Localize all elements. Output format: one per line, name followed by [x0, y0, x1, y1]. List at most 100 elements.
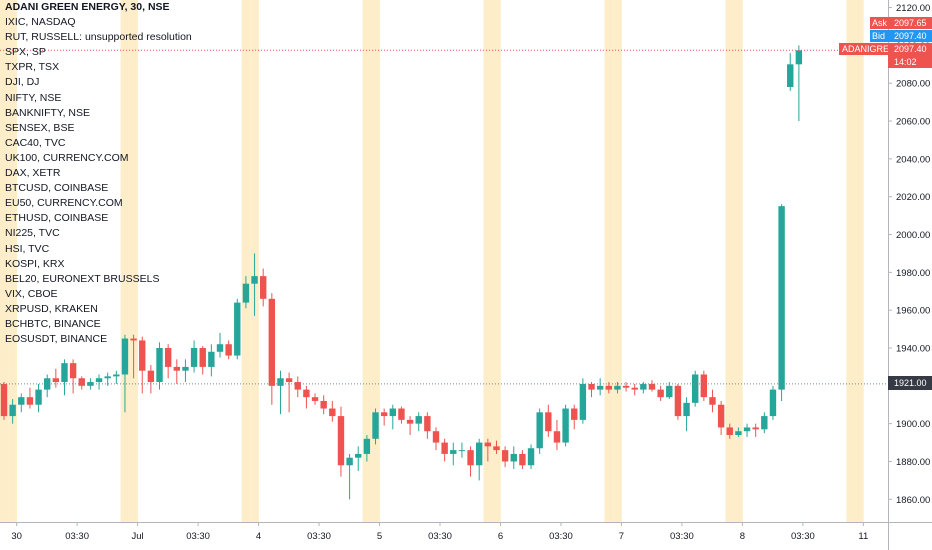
candle-body — [640, 383, 647, 390]
legend-item[interactable]: ETHUSD, COINBASE — [5, 212, 109, 225]
candle-down — [709, 389, 716, 413]
candle-body — [121, 338, 129, 375]
candle-body — [164, 348, 172, 367]
candle-up — [510, 446, 517, 470]
candle-down — [398, 406, 405, 424]
candle-up — [156, 342, 163, 390]
legend-item[interactable]: DJI, DJ — [5, 76, 40, 89]
candle-down — [622, 382, 630, 392]
candle-up — [44, 374, 51, 398]
candle-body — [510, 453, 517, 462]
candle-body — [355, 453, 362, 458]
x-tick-label: 03:30 — [307, 531, 331, 542]
candle-body — [787, 64, 794, 87]
candle-up — [346, 453, 353, 500]
candle-up — [61, 359, 68, 396]
candle-up — [242, 276, 250, 309]
legend-item[interactable]: NI225, TVC — [5, 227, 60, 240]
candle-up — [596, 378, 604, 396]
x-tick-label: 6 — [498, 531, 503, 542]
x-tick-label: 03:30 — [549, 531, 573, 542]
candle-body — [35, 389, 42, 405]
candle-up — [372, 408, 379, 445]
crosshair-price-label: 1921.00 — [888, 376, 932, 390]
candle-body — [216, 344, 224, 352]
legend-item[interactable]: SPX, SP — [5, 46, 46, 59]
candle-body — [752, 427, 759, 430]
candle-up — [35, 383, 42, 413]
candle-down — [545, 404, 552, 437]
legend-item[interactable]: IXIC, NASDAQ — [5, 16, 76, 29]
candle-body — [329, 408, 336, 417]
candle-body — [683, 402, 690, 417]
x-tick-label: 03:30 — [670, 531, 694, 542]
candle-up — [18, 393, 25, 413]
candle-body — [337, 416, 345, 466]
candle-down — [26, 387, 34, 409]
candle-body — [562, 408, 569, 443]
legend-item[interactable]: SENSEX, BSE — [5, 121, 75, 134]
candle-down — [320, 395, 327, 415]
candle-down — [432, 427, 440, 451]
candle-down — [303, 385, 310, 409]
candle-body — [709, 397, 716, 405]
candle-down — [69, 359, 77, 394]
x-tick-label: 11 — [858, 531, 868, 542]
candle-down — [225, 340, 232, 360]
candle-up — [787, 52, 794, 91]
legend-item[interactable]: UK100, CURRENCY.COM — [5, 151, 129, 164]
y-tick-label: 2040.00 — [896, 154, 930, 165]
legend-item[interactable]: XRPUSD, KRAKEN — [5, 302, 98, 315]
legend-item[interactable]: CAC40, TVC — [5, 136, 66, 149]
candle-down — [605, 382, 612, 394]
legend-item[interactable]: EU50, CURRENCY.COM — [5, 197, 123, 210]
candle-body — [735, 431, 742, 435]
candle-up — [795, 45, 803, 122]
candle-body — [666, 385, 673, 398]
candle-up — [536, 408, 543, 454]
candle-down — [147, 365, 155, 394]
legend-item[interactable]: BEL20, EURONEXT BRUSSELS — [5, 272, 160, 285]
session-band — [725, 0, 735, 522]
candle-down — [130, 334, 137, 379]
candle-body — [113, 374, 120, 377]
candle-down — [164, 344, 172, 379]
candle-down — [467, 446, 474, 477]
candle-body — [743, 427, 751, 432]
legend-item[interactable]: RUT, RUSSELL: unsupported resolution — [5, 31, 192, 44]
candle-down — [139, 336, 146, 394]
candle-body — [424, 416, 431, 432]
candle-up — [234, 298, 241, 360]
candle-down — [424, 412, 431, 439]
chart-title[interactable]: ADANI GREEN ENERGY, 30, NSE — [5, 1, 170, 13]
session-band — [8, 0, 17, 522]
candle-body — [294, 382, 301, 390]
legend-item[interactable]: DAX, XETR — [5, 167, 61, 180]
candle-body — [52, 378, 60, 383]
legend-item[interactable]: KOSPI, KRX — [5, 257, 65, 270]
legend-item[interactable]: HSI, TVC — [5, 242, 50, 255]
candle-body — [303, 389, 310, 398]
legend-item[interactable]: NIFTY, NSE — [5, 91, 62, 104]
candle-down — [52, 368, 60, 388]
x-tick-label: 30 — [11, 531, 22, 542]
candle-body — [493, 446, 500, 451]
x-tick-label: 5 — [377, 531, 382, 542]
y-tick-label: 2020.00 — [896, 192, 930, 203]
candle-down — [674, 383, 682, 420]
candle-up — [562, 404, 569, 447]
candle-body — [415, 416, 422, 424]
candle-body — [260, 276, 267, 299]
session-band — [0, 0, 9, 522]
legend-item[interactable]: EOSUSDT, BINANCE — [5, 333, 108, 346]
candle-down — [311, 393, 319, 405]
candle-body — [588, 383, 595, 390]
legend-item[interactable]: TXPR, TSX — [5, 61, 60, 74]
candle-down — [285, 372, 293, 413]
candle-down — [501, 446, 509, 468]
legend-item[interactable]: BANKNIFTY, NSE — [5, 106, 90, 119]
legend-item[interactable]: BTCUSD, COINBASE — [5, 182, 109, 195]
legend-item[interactable]: BCHBTC, BINANCE — [5, 317, 101, 330]
legend-item[interactable]: VIX, CBOE — [5, 287, 58, 300]
